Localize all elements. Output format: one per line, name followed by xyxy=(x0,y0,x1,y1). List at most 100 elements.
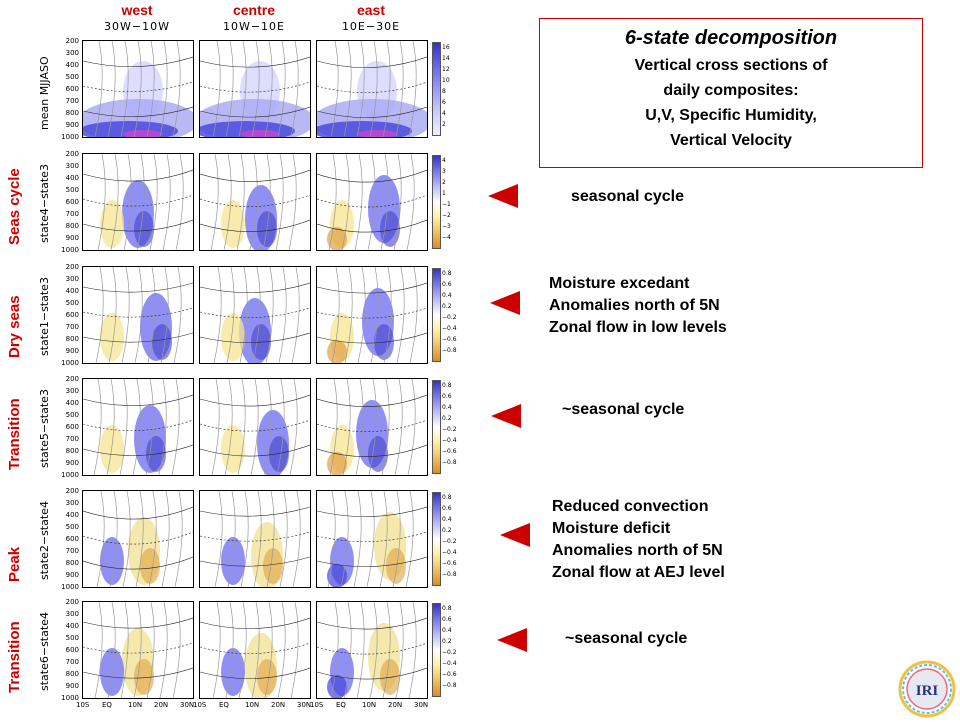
arrow-left-icon xyxy=(490,291,520,315)
y-tick-label: 900 xyxy=(65,682,79,690)
cross-section-panel xyxy=(82,153,194,251)
colorbar-label: −0.8 xyxy=(442,459,457,466)
y-tick-label: 600 xyxy=(65,85,79,93)
y-tick-label: 700 xyxy=(65,435,79,443)
colorbar-label: −0.8 xyxy=(442,571,457,578)
cross-section-panel xyxy=(199,266,311,364)
column-range-west: 30W−10W xyxy=(104,20,170,33)
y-tick-label: 200 xyxy=(65,263,79,271)
colorbar-label: 0.4 xyxy=(442,516,452,523)
y-tick-label: 300 xyxy=(65,162,79,170)
y-tick-label: 700 xyxy=(65,97,79,105)
column-header-centre: centre xyxy=(232,2,276,18)
colorbar-label: 4 xyxy=(442,157,446,164)
y-tick-label: 500 xyxy=(65,299,79,307)
y-tick-label: 600 xyxy=(65,646,79,654)
note-peak: Reduced convection Moisture deficit Anom… xyxy=(552,498,725,581)
y-tick-label: 1000 xyxy=(61,694,79,702)
colorbar-label: 6 xyxy=(442,99,446,106)
colorbar-label: 16 xyxy=(442,44,450,51)
note-seas-cycle: seasonal cycle xyxy=(571,188,684,205)
y-tick-label: 600 xyxy=(65,535,79,543)
colorbar-label: 2 xyxy=(442,121,446,128)
cross-section-panel xyxy=(316,490,428,588)
colorbar-label: −1 xyxy=(442,201,451,208)
colorbar-label: −0.6 xyxy=(442,448,457,455)
y-tick-label: 200 xyxy=(65,375,79,383)
note-dry-seas: Moisture excedant Anomalies north of 5N … xyxy=(549,275,727,336)
y-tick-label: 900 xyxy=(65,571,79,579)
y-tick-label: 200 xyxy=(65,37,79,45)
y-tick-label: 300 xyxy=(65,275,79,283)
y-tick-label: 1000 xyxy=(61,133,79,141)
row-sublabel: state6−state4 xyxy=(38,612,51,691)
row-sublabel: state4−state3 xyxy=(38,164,51,243)
y-tick-label: 200 xyxy=(65,487,79,495)
y-tick-label: 500 xyxy=(65,411,79,419)
x-tick-label: 30N xyxy=(180,701,195,709)
cross-section-panel xyxy=(199,153,311,251)
x-tick-label: 30N xyxy=(414,701,429,709)
row-label: Seas cycle xyxy=(6,168,23,245)
info-box-line: daily composites: xyxy=(663,82,799,99)
colorbar xyxy=(432,268,441,362)
x-tick-label: 10S xyxy=(310,701,324,709)
colorbar-label: −0.6 xyxy=(442,671,457,678)
colorbar-label: 2 xyxy=(442,179,446,186)
cross-section-panel xyxy=(316,153,428,251)
y-tick-label: 400 xyxy=(65,287,79,295)
colorbar-label: 0.4 xyxy=(442,404,452,411)
colorbar xyxy=(432,42,441,136)
y-tick-label: 800 xyxy=(65,447,79,455)
y-tick-label: 200 xyxy=(65,150,79,158)
y-tick-label: 800 xyxy=(65,109,79,117)
y-tick-label: 400 xyxy=(65,622,79,630)
cross-section-panel xyxy=(82,40,194,138)
x-tick-label: 10S xyxy=(76,701,90,709)
colorbar-label: −0.2 xyxy=(442,649,457,656)
row-sublabel: state1−state3 xyxy=(38,277,51,356)
y-tick-label: 900 xyxy=(65,234,79,242)
row-label: Transition xyxy=(6,398,23,470)
cross-section-panel xyxy=(199,601,311,699)
x-tick-label: EQ xyxy=(219,701,229,709)
y-tick-label: 1000 xyxy=(61,359,79,367)
iri-logo: IRI xyxy=(898,660,956,718)
colorbar-label: 0.2 xyxy=(442,638,452,645)
cross-section-panel xyxy=(316,601,428,699)
info-box-line: Vertical cross sections of xyxy=(634,57,828,74)
cross-section-panel xyxy=(316,40,428,138)
colorbar-label: −2 xyxy=(442,212,451,219)
colorbar-label: 0.6 xyxy=(442,616,452,623)
colorbar-label: −0.8 xyxy=(442,347,457,354)
colorbar-label: 0.8 xyxy=(442,382,452,389)
arrow-left-icon xyxy=(500,523,530,547)
colorbar-label: −0.8 xyxy=(442,682,457,689)
colorbar-label: −0.4 xyxy=(442,325,457,332)
x-tick-label: 10S xyxy=(193,701,207,709)
y-tick-label: 300 xyxy=(65,610,79,618)
x-tick-label: 20N xyxy=(388,701,403,709)
y-tick-label: 700 xyxy=(65,658,79,666)
x-tick-label: EQ xyxy=(336,701,346,709)
y-tick-label: 800 xyxy=(65,559,79,567)
y-tick-label: 200 xyxy=(65,598,79,606)
column-range-east: 10E−30E xyxy=(341,20,401,33)
colorbar-label: 0.2 xyxy=(442,527,452,534)
colorbar xyxy=(432,603,441,697)
y-tick-label: 900 xyxy=(65,459,79,467)
y-tick-label: 300 xyxy=(65,49,79,57)
x-tick-label: 10N xyxy=(362,701,377,709)
row-label: Peak xyxy=(6,546,23,582)
colorbar xyxy=(432,380,441,474)
column-header-east: east xyxy=(356,2,386,18)
cross-section-panel xyxy=(82,490,194,588)
cross-section-panel xyxy=(316,266,428,364)
colorbar-label: 3 xyxy=(442,168,446,175)
colorbar xyxy=(432,492,441,586)
y-tick-label: 400 xyxy=(65,399,79,407)
row-sublabel: mean MJJASO xyxy=(38,56,51,130)
arrow-left-icon xyxy=(497,628,527,652)
y-tick-label: 600 xyxy=(65,423,79,431)
cross-section-panel xyxy=(82,378,194,476)
